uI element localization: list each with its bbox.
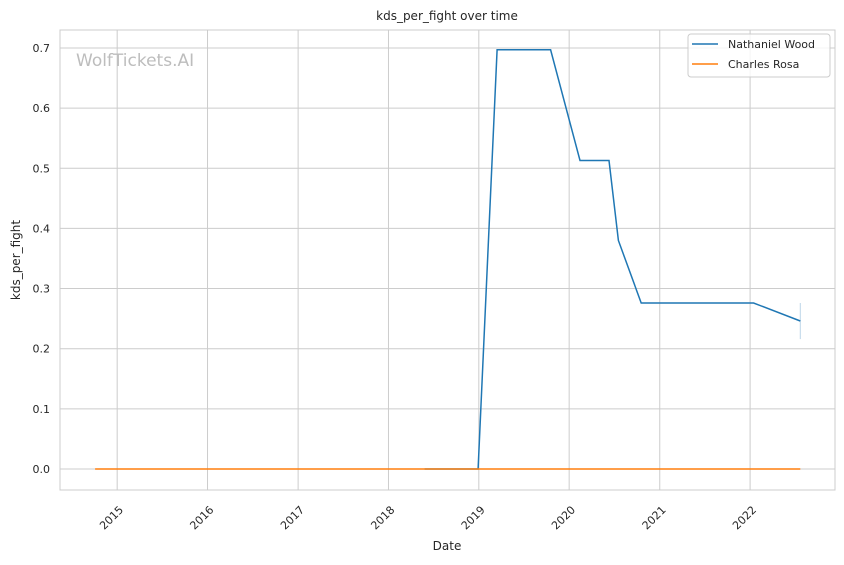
chart-title: kds_per_fight over time [376,9,518,23]
x-tick-label: 2015 [97,503,126,532]
watermark: WolfTickets.AI [76,51,194,71]
legend-label-charles-rosa: Charles Rosa [728,58,799,71]
y-tick-label: 0.5 [33,162,51,175]
x-tick-label: 2020 [549,503,578,532]
legend: Nathaniel Wood Charles Rosa [687,33,831,78]
y-tick-label: 0.2 [33,343,51,356]
legend-box [687,33,831,78]
y-tick-label: 0.6 [33,102,51,115]
y-tick-label: 0.0 [33,463,51,476]
x-tick-label: 2022 [730,503,759,532]
x-axis-label: Date [433,539,462,553]
y-tick-label: 0.7 [33,42,51,55]
y-tick-label: 0.1 [33,403,51,416]
x-tick-label: 2018 [368,503,397,532]
y-tick-label: 0.3 [33,283,51,296]
plot-area [59,29,836,491]
x-tick-label: 2021 [640,503,669,532]
y-tick-label: 0.4 [33,222,51,235]
x-tick-label: 2016 [187,503,216,532]
x-tick-label: 2017 [278,503,307,532]
series-line-nathaniel-wood [424,49,801,470]
x-tick-label: 2019 [459,503,488,532]
y-axis-label: kds_per_fight [9,220,23,301]
legend-label-nathaniel-wood: Nathaniel Wood [728,38,815,51]
